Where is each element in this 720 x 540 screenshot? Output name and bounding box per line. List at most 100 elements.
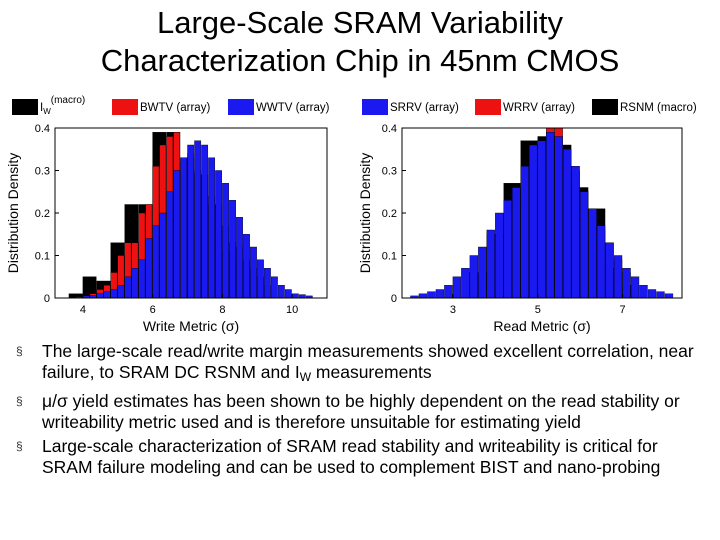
bar (173, 170, 181, 299)
x-tick-label: 10 (286, 304, 298, 316)
bar (152, 225, 160, 299)
legend-swatch (475, 99, 501, 115)
x-tick-label: 8 (219, 304, 225, 316)
bullet-marker: § (16, 394, 23, 409)
x-tick-label: 4 (80, 304, 86, 316)
bar (461, 268, 470, 299)
bullet-item-2: § μ/σ yield estimates has been shown to … (16, 391, 706, 432)
title-line-1: Large-Scale SRAM Variability (156, 5, 564, 40)
bullet-text-3: Large-scale characterization of SRAM rea… (42, 436, 661, 477)
bar (563, 149, 572, 299)
histogram-chart-1: 0 0.1 0.2 0.3 0.4 4 6 8 10 Write Metric (σ) Distri… (5, 95, 330, 334)
bar (201, 144, 209, 299)
bar (229, 200, 236, 299)
bar (96, 293, 104, 299)
y-tick-label: 0 (391, 293, 397, 305)
bar (264, 268, 271, 299)
bar (110, 289, 118, 299)
bar (103, 291, 111, 299)
legend-swatch (12, 99, 38, 115)
legend-label: WWTV (array) (256, 102, 330, 114)
bullet-item-3: § Large-scale characterization of SRAM r… (16, 436, 706, 477)
bullet-list: § The large-scale read/write margin meas… (16, 341, 706, 482)
bullet-marker: § (16, 344, 23, 358)
bar (520, 166, 529, 299)
bar (630, 276, 640, 299)
x-tick-label: 6 (150, 304, 156, 316)
legend: SRRV (array) WRRV (array) RSNM (macro) (362, 99, 697, 115)
y-tick-label: 0.3 (35, 166, 50, 178)
bar (435, 289, 445, 299)
y-tick-label: 0.1 (35, 251, 50, 263)
bar (588, 208, 597, 299)
y-axis-label: Distribution Density (357, 153, 373, 274)
bar (243, 234, 250, 299)
y-tick-label: 0 (44, 293, 50, 305)
y-tick-label: 0.4 (35, 123, 50, 135)
legend-label-sub: W (43, 107, 51, 116)
bullet-marker: § (16, 439, 23, 454)
legend-label-main: I (40, 102, 43, 114)
y-tick-label: 0.2 (35, 208, 50, 220)
bar (257, 259, 264, 299)
legend-label: IW(macro) (40, 95, 85, 116)
bar (180, 157, 188, 299)
x-tick-label: 5 (535, 304, 541, 316)
bar (131, 268, 139, 299)
bar (596, 225, 606, 299)
y-tick-label: 0.3 (382, 166, 397, 178)
legend-label-suffix: (macro) (51, 95, 85, 106)
title-line-2: Characterization Chip in 45nm CMOS (100, 43, 620, 78)
legend-swatch (228, 99, 254, 115)
histogram-charts: 0 0.1 0.2 0.3 0.4 4 6 8 10 Write Metric (σ) Distri… (5, 95, 697, 334)
bar (117, 285, 125, 299)
legend-swatch (362, 99, 388, 115)
bar (478, 246, 487, 299)
bar (145, 238, 153, 299)
bar (554, 136, 563, 299)
bar (546, 132, 555, 299)
series-blue-bars (410, 132, 674, 299)
legend-label: SRRV (array) (390, 102, 459, 114)
bar (250, 246, 257, 299)
bar (571, 166, 580, 299)
bar (138, 259, 146, 299)
bar (166, 191, 174, 299)
x-tick-label: 7 (620, 304, 626, 316)
bar (271, 276, 278, 299)
bullet-text-1-tail: measurements (311, 361, 432, 382)
bar (187, 144, 195, 299)
bar (469, 255, 478, 299)
bar (605, 242, 614, 299)
histogram-chart-2: 0 0.1 0.2 0.3 0.4 3 5 7 Read Metric (σ) Distribut… (357, 99, 697, 334)
bar (452, 276, 461, 299)
bar (298, 294, 306, 299)
bar (537, 140, 546, 299)
bar (208, 157, 216, 299)
legend: IW(macro) BWTV (array) WWTV (array) (12, 95, 330, 116)
bar (529, 144, 538, 299)
bar (222, 183, 229, 299)
bullet-subscript: W (299, 369, 312, 384)
bar (639, 285, 648, 299)
legend-swatch (592, 99, 618, 115)
bullet-item-1: § The large-scale read/write margin meas… (16, 341, 706, 387)
bar (159, 212, 167, 299)
bullet-text-2: μ/σ yield estimates has been shown to be… (42, 391, 680, 432)
bar (236, 217, 243, 299)
bar (579, 191, 589, 299)
slide-title: Large-Scale SRAM Variability Characteriz… (0, 4, 720, 80)
x-tick-label: 3 (450, 304, 456, 316)
bar (291, 293, 299, 299)
legend-label: BWTV (array) (140, 102, 210, 114)
legend-label: RSNM (macro) (620, 102, 697, 114)
bar (444, 285, 453, 299)
bar (664, 293, 674, 299)
bar (503, 200, 512, 299)
bar (124, 276, 132, 299)
bar (647, 289, 657, 299)
bar (656, 291, 665, 299)
bar (486, 229, 495, 299)
bar (194, 140, 202, 299)
legend-label: WRRV (array) (503, 102, 575, 114)
